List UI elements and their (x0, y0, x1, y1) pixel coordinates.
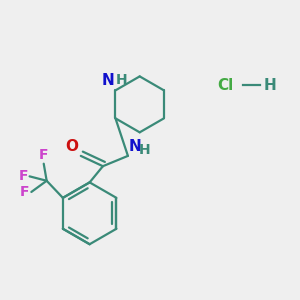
Text: N: N (128, 140, 141, 154)
Text: Cl: Cl (218, 78, 234, 93)
Text: F: F (20, 185, 30, 199)
Text: F: F (18, 169, 28, 183)
Text: H: H (139, 143, 151, 158)
Text: F: F (39, 148, 49, 162)
Text: H: H (116, 73, 128, 87)
Text: O: O (65, 140, 78, 154)
Text: N: N (101, 73, 114, 88)
Text: H: H (263, 78, 276, 93)
